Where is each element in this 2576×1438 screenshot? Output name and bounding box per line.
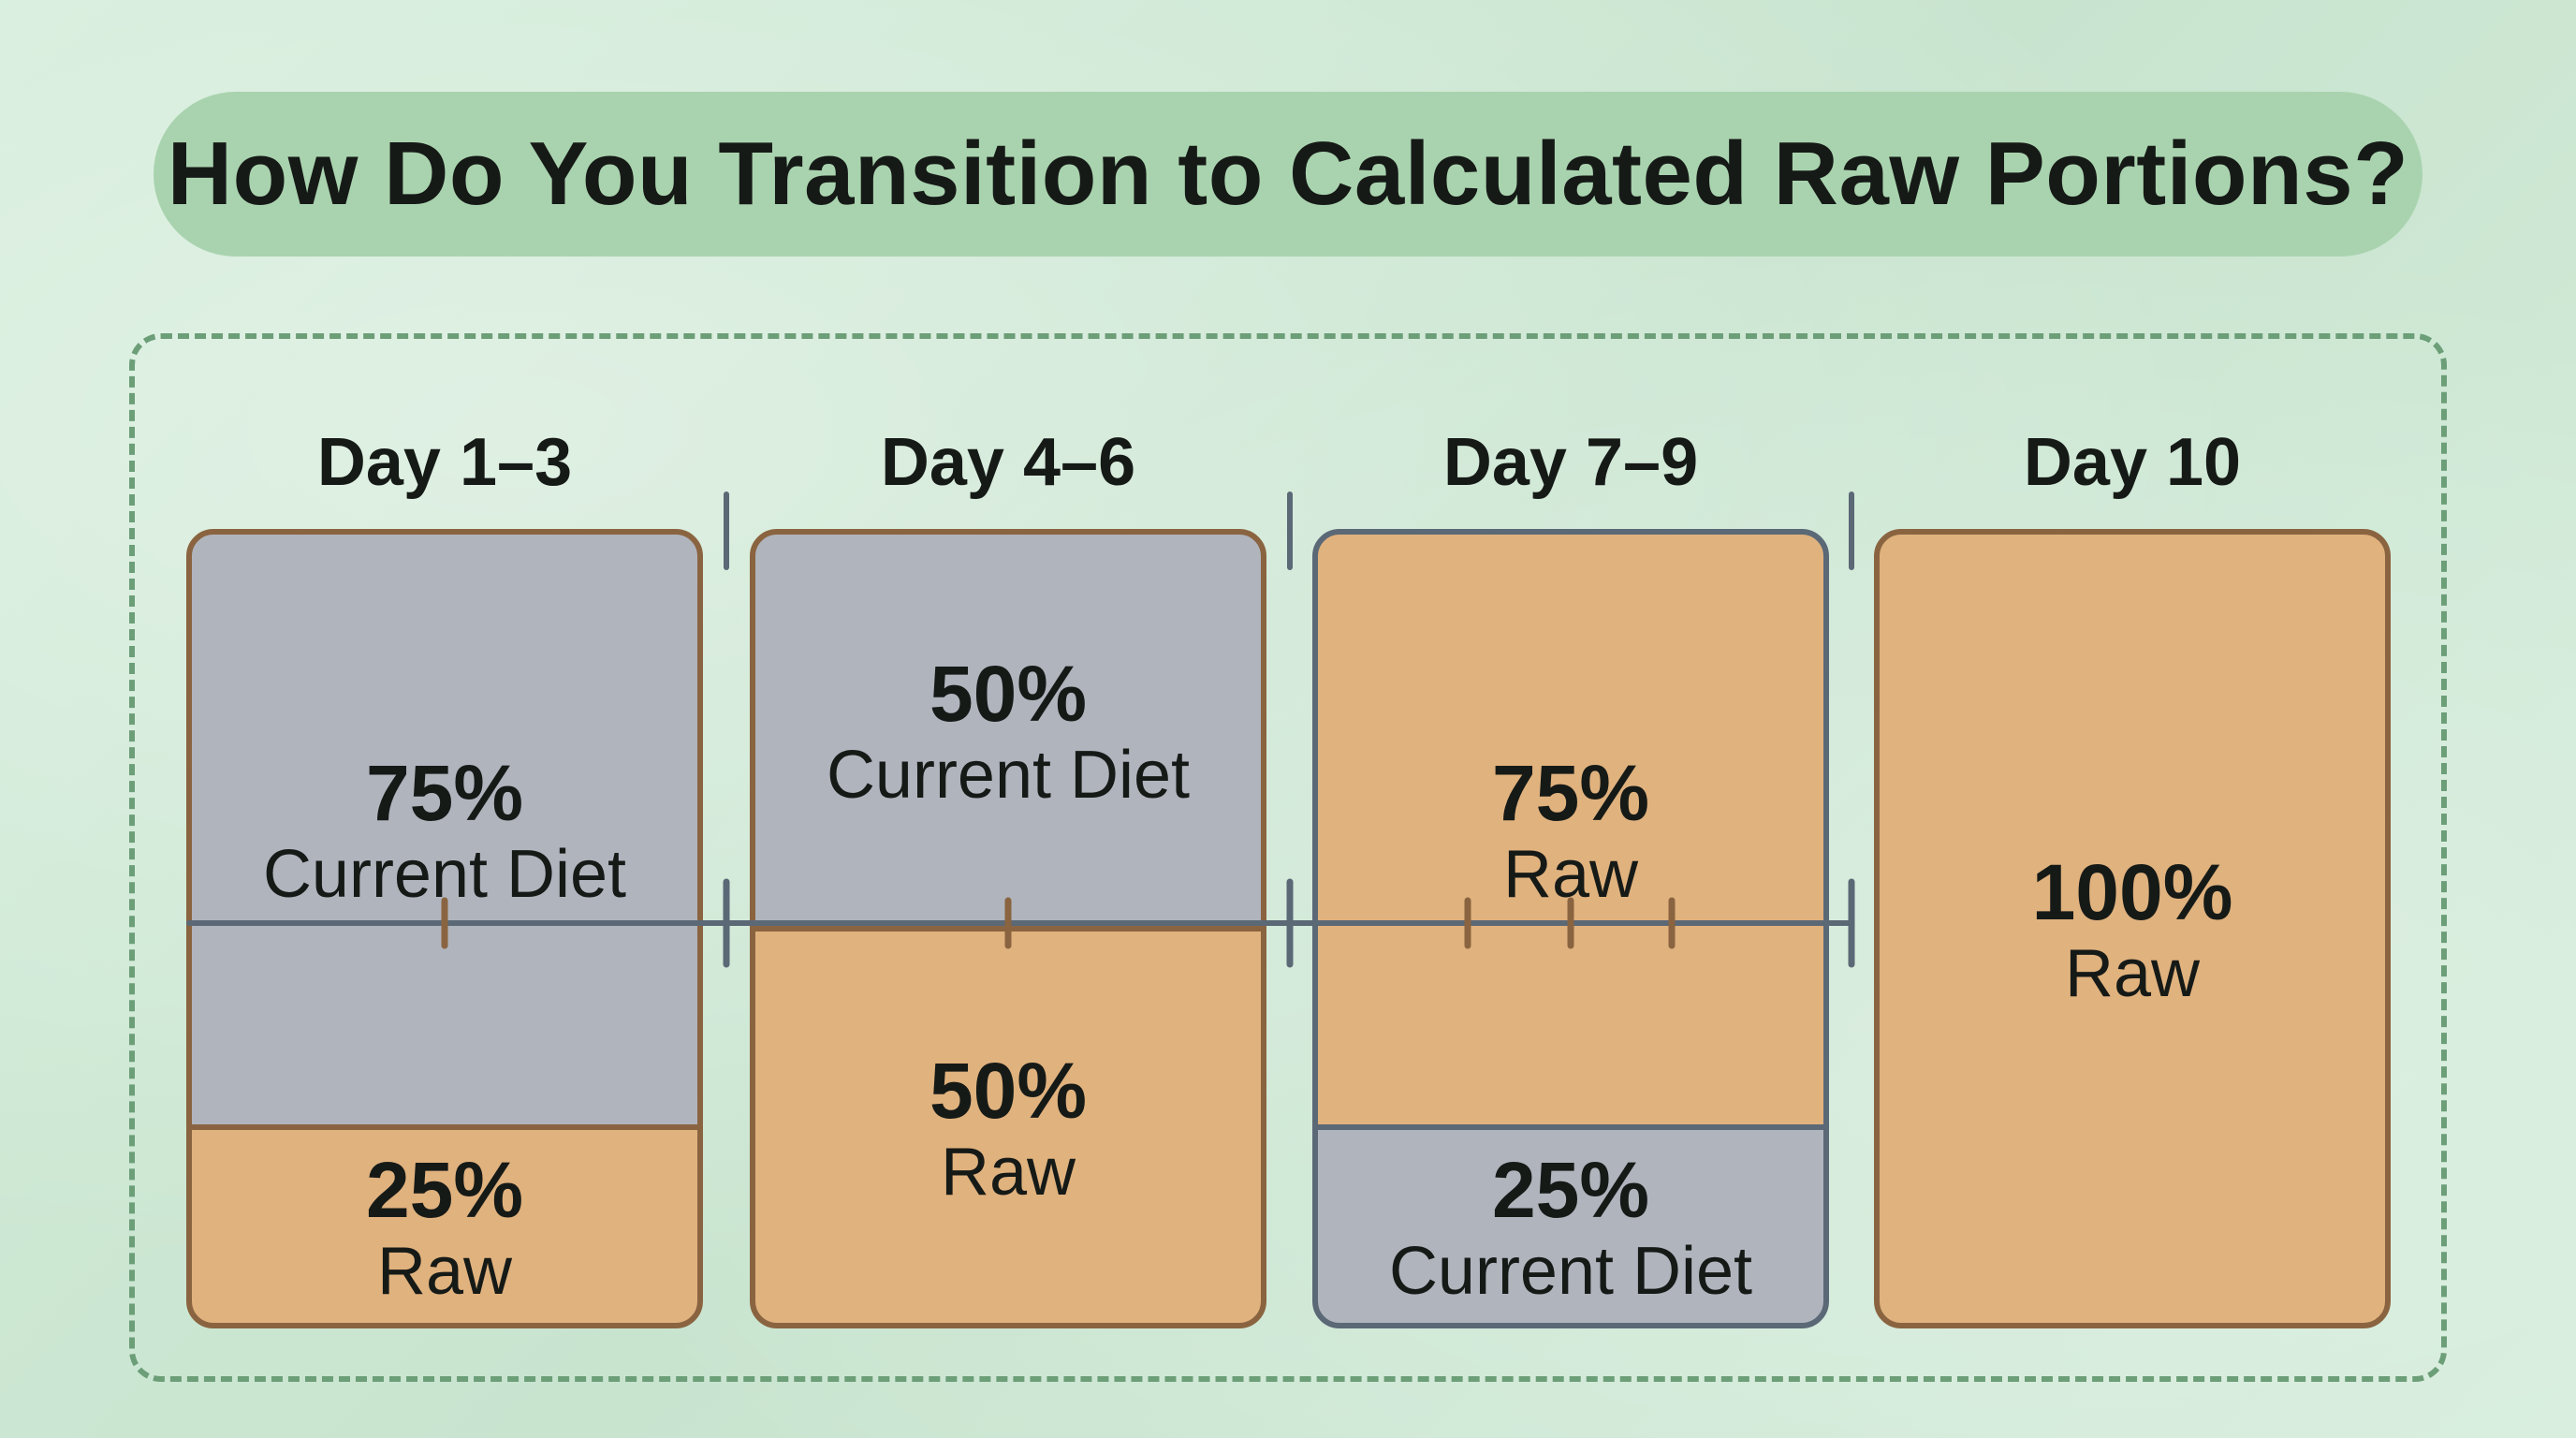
timeline (186, 492, 1855, 968)
segment-label: Current Diet (1389, 1234, 1752, 1309)
column-outline (1874, 529, 2391, 1328)
column-segments (189, 532, 700, 1326)
column-label: Day 4–6 (881, 425, 1135, 500)
segment-label: Current Diet (827, 738, 1190, 813)
column-label: Day 10 (2024, 425, 2241, 500)
chart-frame (129, 333, 2447, 1382)
column-outline (186, 529, 703, 1328)
segment-percent: 75% (366, 749, 523, 837)
segment-percent: 75% (1492, 749, 1649, 837)
segment-label: Raw (2065, 936, 2201, 1011)
segment-label: Raw (941, 1135, 1076, 1210)
segment-percent: 50% (929, 650, 1087, 738)
column-4: Day 10 100%Raw (1874, 425, 2391, 1328)
current-diet-segment (189, 532, 700, 1127)
raw-segment (1315, 532, 1826, 1127)
column-outline (1312, 529, 1829, 1328)
segment-percent: 25% (366, 1146, 523, 1234)
segment-percent: 100% (2032, 848, 2233, 936)
current-diet-segment (1315, 1127, 1826, 1326)
segment-percent: 50% (929, 1047, 1087, 1135)
column-segments (1877, 532, 2388, 1326)
title-banner: How Do You Transition to Calculated Raw … (154, 92, 2422, 257)
raw-segment (189, 1127, 700, 1326)
raw-segment (1877, 532, 2388, 1326)
column-label: Day 7–9 (1443, 425, 1698, 500)
segment-label: Raw (377, 1234, 513, 1309)
segment-percent: 25% (1492, 1146, 1649, 1234)
raw-segment (753, 929, 1264, 1326)
column-label: Day 1–3 (317, 425, 572, 500)
column-outline (750, 529, 1266, 1328)
current-diet-segment (753, 532, 1264, 929)
page-title: How Do You Transition to Calculated Raw … (167, 124, 2409, 224)
column-segments (1315, 532, 1826, 1326)
column-segments (753, 532, 1264, 1326)
